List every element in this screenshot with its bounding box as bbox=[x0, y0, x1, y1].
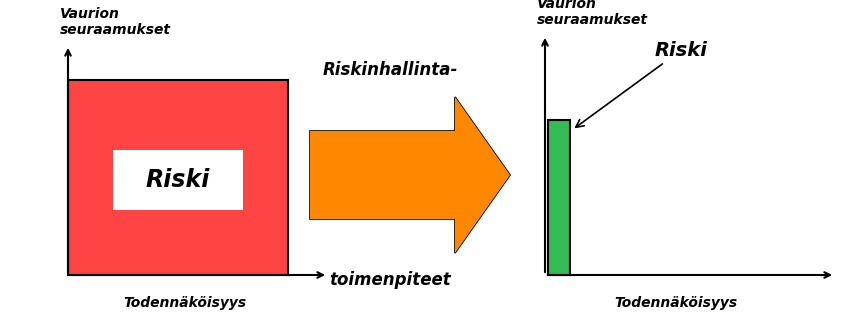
Text: Riski: Riski bbox=[146, 168, 210, 192]
Polygon shape bbox=[310, 97, 510, 253]
Text: Riski: Riski bbox=[575, 41, 708, 127]
Text: toimenpiteet: toimenpiteet bbox=[329, 271, 451, 289]
Bar bbox=[68, 80, 288, 275]
Text: Vaurion
seuraamukset: Vaurion seuraamukset bbox=[60, 7, 171, 37]
Text: Todennäköisyys: Todennäköisyys bbox=[124, 296, 247, 310]
Text: Vaurion
seuraamukset: Vaurion seuraamukset bbox=[537, 0, 648, 27]
Bar bbox=[113, 150, 243, 210]
Bar bbox=[548, 120, 570, 275]
Text: Riskinhallinta-: Riskinhallinta- bbox=[322, 61, 458, 79]
Text: Todennäköisyys: Todennäköisyys bbox=[614, 296, 737, 310]
